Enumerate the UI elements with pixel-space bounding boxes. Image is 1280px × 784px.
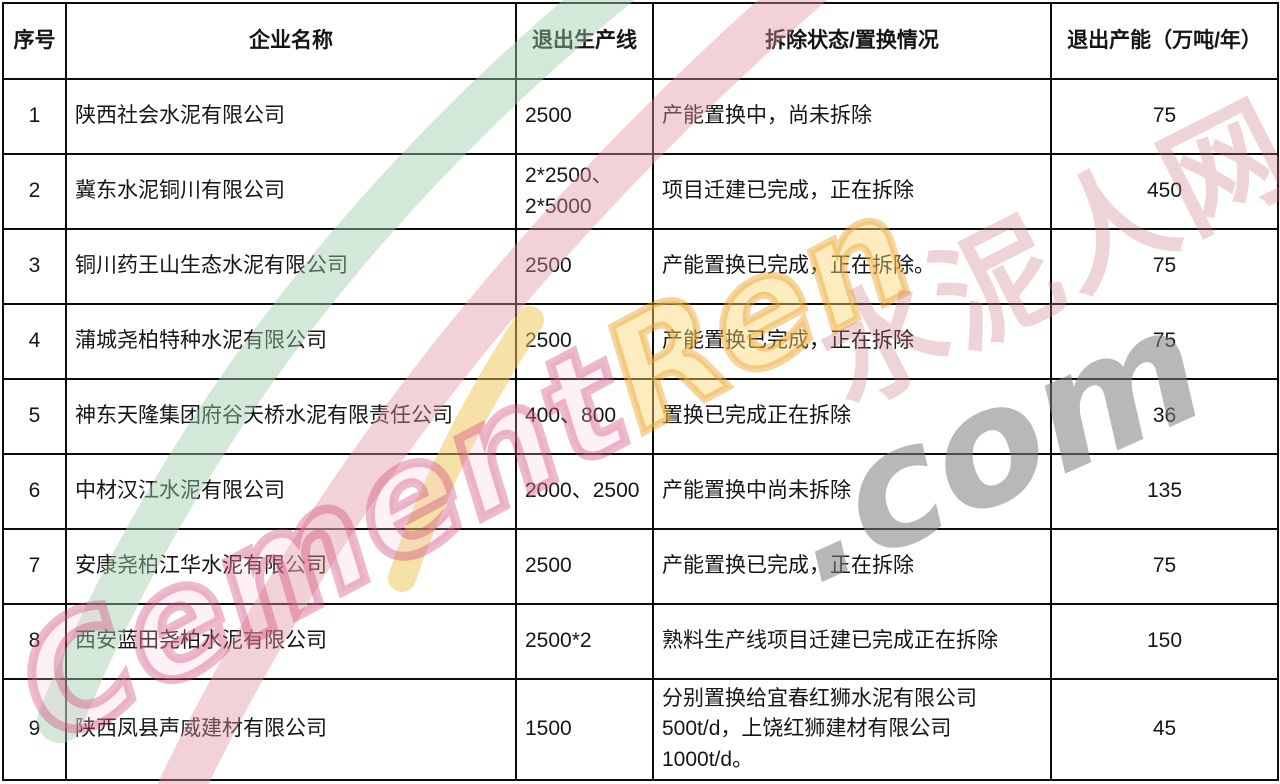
serial-number-cell: 9 <box>2 677 67 782</box>
company-name-cell: 陕西社会水泥有限公司 <box>65 78 517 155</box>
table-header: 序号 企业名称 退出生产线 拆除状态/置换情况 退出产能（万吨/年） <box>2 2 1279 80</box>
table-header-row: 序号 企业名称 退出生产线 拆除状态/置换情况 退出产能（万吨/年） <box>2 2 1279 80</box>
table-row: 8 西安蓝田尧柏水泥有限公司 2500*2 熟料生产线项目迁建已完成正在拆除 150 <box>2 603 1279 680</box>
exit-capacity-cell: 75 <box>1050 78 1279 155</box>
production-line-cell: 2500 <box>515 228 654 305</box>
company-name-cell: 安康尧柏江华水泥有限公司 <box>65 528 517 605</box>
header-company-name: 企业名称 <box>65 2 517 80</box>
demolition-status-cell: 产能置换已完成，正在拆除 <box>652 303 1052 380</box>
production-line-cell: 400、800 <box>515 378 654 455</box>
serial-number-cell: 6 <box>2 453 67 530</box>
header-demolition-status: 拆除状态/置换情况 <box>652 2 1052 80</box>
demolition-status-cell: 产能置换已完成，正在拆除。 <box>652 228 1052 305</box>
demolition-status-cell: 产能置换已完成，正在拆除 <box>652 528 1052 605</box>
production-line-cell: 2500 <box>515 528 654 605</box>
serial-number-cell: 5 <box>2 378 67 455</box>
table-row: 7 安康尧柏江华水泥有限公司 2500 产能置换已完成，正在拆除 75 <box>2 528 1279 605</box>
production-line-cell: 2500 <box>515 303 654 380</box>
table-row: 4 蒲城尧柏特种水泥有限公司 2500 产能置换已完成，正在拆除 75 <box>2 303 1279 380</box>
table-row: 2 冀东水泥铜川有限公司 2*2500、 2*5000 项目迁建已完成，正在拆除 450 <box>2 153 1279 230</box>
table-body: 1 陕西社会水泥有限公司 2500 产能置换中，尚未拆除 75 2 冀东水泥铜川有限公司 2*… <box>2 78 1279 782</box>
table-row: 3 铜川药王山生态水泥有限公司 2500 产能置换已完成，正在拆除。 75 <box>2 228 1279 305</box>
company-name-cell: 冀东水泥铜川有限公司 <box>65 153 517 230</box>
serial-number-cell: 8 <box>2 603 67 680</box>
table-row: 5 神东天隆集团府谷天桥水泥有限责任公司 400、800 置换已完成正在拆除 36 <box>2 378 1279 455</box>
serial-number-cell: 1 <box>2 78 67 155</box>
table-row: 6 中材汉江水泥有限公司 2000、2500 产能置换中尚未拆除 135 <box>2 453 1279 530</box>
exit-capacity-cell: 135 <box>1050 453 1279 530</box>
company-name-cell: 铜川药王山生态水泥有限公司 <box>65 228 517 305</box>
production-line-cell: 2500 <box>515 78 654 155</box>
demolition-status-cell: 产能置换中，尚未拆除 <box>652 78 1052 155</box>
serial-number-cell: 3 <box>2 228 67 305</box>
exit-capacity-cell: 450 <box>1050 153 1279 230</box>
exit-capacity-cell: 75 <box>1050 228 1279 305</box>
production-line-cell: 2500*2 <box>515 603 654 680</box>
demolition-status-cell: 项目迁建已完成，正在拆除 <box>652 153 1052 230</box>
demolition-status-cell: 置换已完成正在拆除 <box>652 378 1052 455</box>
demolition-status-cell: 熟料生产线项目迁建已完成正在拆除 <box>652 603 1052 680</box>
demolition-status-cell: 分别置换给宜春红狮水泥有限公司 500t/d，上饶红狮建材有限公司 1000t/… <box>652 677 1052 782</box>
exit-capacity-cell: 150 <box>1050 603 1279 680</box>
table-row: 9 陕西凤县声威建材有限公司 1500 分别置换给宜春红狮水泥有限公司 500t/d，… <box>2 677 1279 782</box>
production-line-cell: 2*2500、 2*5000 <box>515 153 654 230</box>
production-line-cell: 1500 <box>515 677 654 782</box>
serial-number-cell: 4 <box>2 303 67 380</box>
serial-number-cell: 7 <box>2 528 67 605</box>
company-name-cell: 陕西凤县声威建材有限公司 <box>65 677 517 782</box>
demolition-status-cell: 产能置换中尚未拆除 <box>652 453 1052 530</box>
serial-number-cell: 2 <box>2 153 67 230</box>
company-name-cell: 西安蓝田尧柏水泥有限公司 <box>65 603 517 680</box>
header-production-line: 退出生产线 <box>515 2 654 80</box>
table-row: 1 陕西社会水泥有限公司 2500 产能置换中，尚未拆除 75 <box>2 78 1279 155</box>
header-exit-capacity: 退出产能（万吨/年） <box>1050 2 1279 80</box>
company-name-cell: 蒲城尧柏特种水泥有限公司 <box>65 303 517 380</box>
exit-capacity-cell: 45 <box>1050 677 1279 782</box>
exit-capacity-cell: 75 <box>1050 528 1279 605</box>
company-name-cell: 神东天隆集团府谷天桥水泥有限责任公司 <box>65 378 517 455</box>
production-line-cell: 2000、2500 <box>515 453 654 530</box>
company-name-cell: 中材汉江水泥有限公司 <box>65 453 517 530</box>
exit-capacity-cell: 36 <box>1050 378 1279 455</box>
exit-capacity-cell: 75 <box>1050 303 1279 380</box>
header-serial-number: 序号 <box>2 2 67 80</box>
